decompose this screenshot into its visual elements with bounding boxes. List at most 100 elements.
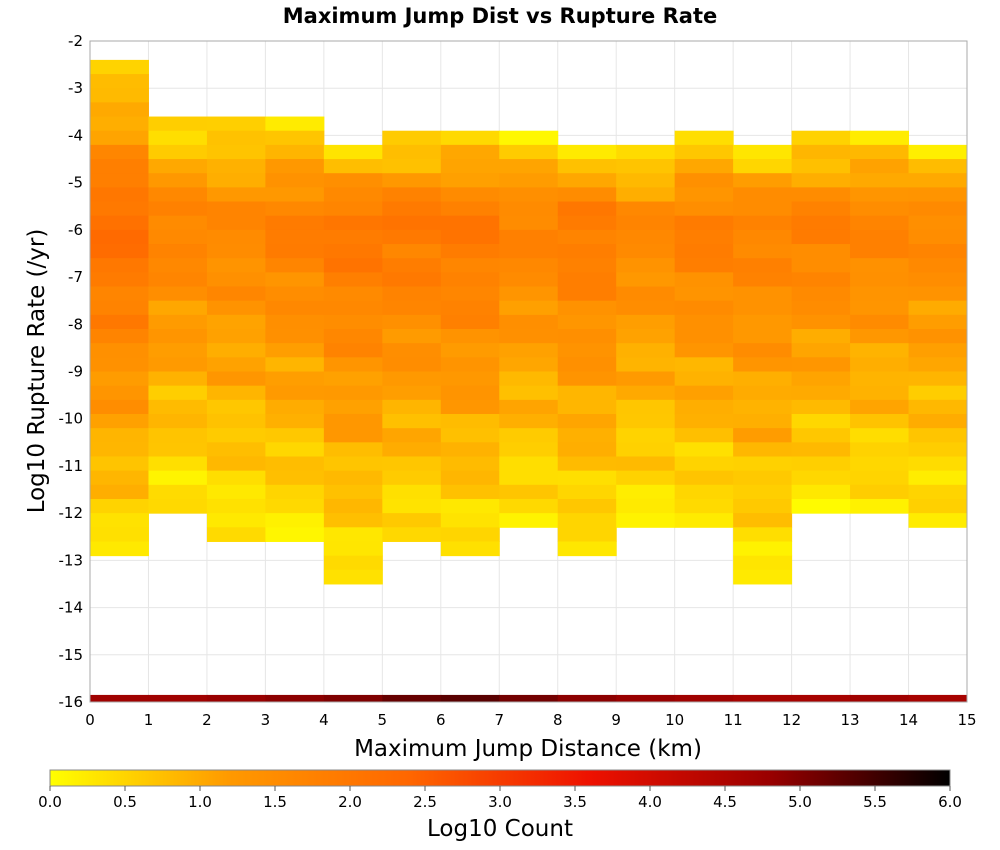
heatmap-cell [382,498,442,514]
heatmap-cell [557,442,617,457]
heatmap-cell [265,343,325,358]
colorbar-tick-label: 6.0 [938,793,962,811]
heatmap-cell [148,173,208,188]
heatmap-cell [908,159,968,174]
heatmap-cell [791,399,851,415]
x-tick-label: 8 [553,711,563,729]
colorbar-tick-label: 3.5 [563,793,587,811]
heatmap-cell [616,498,676,514]
heatmap-cell [323,484,383,500]
heatmap-cell [733,527,793,542]
colorbar [49,769,951,787]
heatmap-cell [850,357,910,372]
heatmap-cell [90,272,149,288]
heatmap-cell [791,244,851,259]
heatmap-cell [323,569,383,585]
heatmap-cell [499,329,559,344]
heatmap-cell [90,456,149,472]
heatmap-cell [440,456,500,472]
heatmap-cell [616,357,676,372]
heatmap-cell [440,272,500,288]
heatmap-cell [323,385,383,401]
heatmap-cell [90,300,149,316]
heatmap-cell [206,413,266,429]
colorbar-tick-label: 1.5 [263,793,287,811]
x-tick-label: 6 [436,711,446,729]
heatmap-cell [557,258,617,273]
heatmap-cell [499,314,559,330]
heatmap-cell [499,357,559,372]
heatmap-cell [733,314,793,330]
heatmap-cell-bottom [440,694,500,702]
heatmap-cell [616,413,676,429]
y-tick-label: -7 [68,268,83,286]
heatmap-cell [265,229,325,245]
colorbar-tick-label: 4.0 [638,793,662,811]
heatmap-cell [265,484,325,500]
x-tick-label: 1 [144,711,154,729]
heatmap-cell [265,498,325,514]
heatmap-cell [148,456,208,472]
y-tick-label: -3 [68,79,83,97]
x-tick-label: 3 [261,711,271,729]
colorbar-tick-label: 3.0 [488,793,512,811]
heatmap-cell [674,144,734,160]
heatmap-cell [850,413,910,429]
heatmap-cell [148,144,208,160]
heatmap-cell-bottom [733,694,793,702]
heatmap-cell [265,385,325,401]
heatmap-cell [557,541,617,557]
heatmap-cell [733,258,793,273]
heatmap-cell [674,244,734,259]
heatmap-cell [382,399,442,415]
heatmap-cell [616,456,676,472]
heatmap-cell [791,428,851,443]
heatmap-cell [148,300,208,316]
heatmap-cell [850,314,910,330]
heatmap-cell [382,413,442,429]
heatmap-cell [206,343,266,358]
heatmap-cell [499,201,559,217]
heatmap-cell [850,215,910,231]
heatmap-cell [323,300,383,316]
heatmap-cell [908,371,968,387]
heatmap-cell [206,456,266,472]
heatmap-cell [440,399,500,415]
heatmap-cell [791,484,851,500]
heatmap-cell [616,329,676,344]
heatmap-cell [90,258,149,273]
x-tick-label: 13 [841,711,860,729]
heatmap-cell [382,513,442,528]
heatmap-cell [90,314,149,330]
heatmap-cell [440,498,500,514]
heatmap-cell [616,286,676,302]
heatmap-cell [791,187,851,203]
heatmap-cell [440,343,500,358]
heatmap-cell [265,215,325,231]
heatmap-cell [791,144,851,160]
heatmap-cell [265,442,325,457]
heatmap-cell [206,300,266,316]
heatmap-cell [148,484,208,500]
heatmap-cell [733,173,793,188]
heatmap-cell [557,173,617,188]
heatmap-cell [557,399,617,415]
heatmap-cell [908,300,968,316]
heatmap-cell [674,159,734,174]
heatmap-cell [90,159,149,174]
x-tick-label: 15 [957,711,976,729]
heatmap-cell [850,187,910,203]
heatmap-cell [908,144,968,160]
heatmap-cell [382,201,442,217]
heatmap-cell [499,442,559,457]
heatmap-cell [206,286,266,302]
heatmap-cell [323,555,383,571]
heatmap-cell-bottom [206,694,266,702]
heatmap-cell [499,484,559,500]
heatmap-cell [90,498,149,514]
heatmap-cell [908,201,968,217]
heatmap-cell [557,484,617,500]
heatmap-cell [908,456,968,472]
heatmap-cell [323,428,383,443]
x-axis-title: Maximum Jump Distance (km) [354,736,702,762]
